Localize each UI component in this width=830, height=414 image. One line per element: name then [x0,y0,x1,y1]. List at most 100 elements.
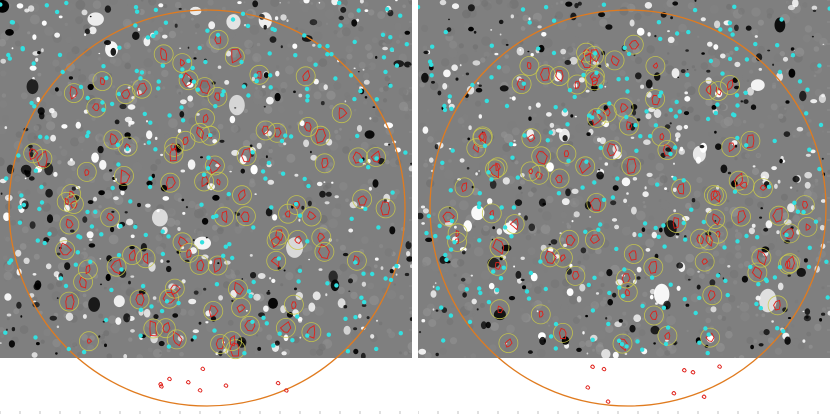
feature-marker-circle [708,81,729,101]
positive-flux-patch [303,0,310,4]
feature-contour [574,80,581,90]
positive-flux-patch [802,339,806,343]
cyan-point [572,94,577,100]
positive-flux-patch [442,83,448,90]
positive-flux-patch [459,158,465,163]
positive-flux-patch [182,211,186,215]
negative-flux-patch [596,171,604,180]
feature-marker-circle [166,329,187,350]
positive-flux-patch [582,331,585,335]
cyan-point [93,209,98,215]
positive-flux-patch [298,93,303,98]
positive-flux-patch [595,292,600,295]
cyan-point [109,287,114,293]
feature-contour [455,229,460,238]
positive-flux-patch [776,230,780,235]
feature-contour [726,79,734,91]
negative-flux-patch [123,313,131,323]
feature-marker-circle [267,122,287,143]
positive-flux-patch [361,281,367,287]
cyan-point [435,286,440,291]
positive-flux-patch [271,278,276,283]
negative-flux-patch [88,243,96,248]
feature-contour [69,190,75,199]
positive-flux-patch [499,33,502,36]
positive-flux-patch [811,5,818,11]
feature-marker-circle [531,146,552,167]
feature-marker-circle [705,209,726,230]
positive-flux-patch [612,144,619,154]
positive-flux-patch [298,218,301,222]
negative-flux-patch [366,316,370,320]
feature-marker-circle [352,189,373,210]
cyan-point [73,262,79,267]
cyan-point [148,120,153,125]
cyan-point [682,297,687,302]
cyan-point [701,219,706,225]
positive-flux-patch [279,2,282,4]
negative-flux-patch [423,50,429,55]
feature-contour [99,77,106,85]
feature-contour [182,136,189,146]
negative-flux-patch [178,7,182,10]
cyan-point [383,276,388,281]
feature-marker-circle [286,195,307,216]
cyan-point [268,73,273,78]
cyan-point [199,240,205,245]
cyan-point [743,90,748,96]
cyan-point [661,223,666,228]
negative-flux-patch [574,2,579,9]
feature-contour [234,281,245,295]
cyan-point [296,279,301,284]
cyan-point [58,276,64,281]
positive-flux-patch [64,204,70,213]
positive-flux-patch [422,208,429,214]
cyan-point [777,265,783,270]
cyan-point [276,256,281,261]
positive-flux-patch [751,223,756,228]
positive-flux-patch [179,47,182,49]
cyan-point [772,275,778,280]
negative-flux-patch [709,279,716,287]
cyan-point [128,199,133,204]
positive-flux-patch [642,191,649,198]
feature-marker-circle [204,155,225,176]
cyan-point [100,100,105,105]
cyan-point [0,2,3,7]
cyan-point [501,265,506,270]
feature-contour [353,255,360,265]
positive-flux-patch [470,274,473,277]
positive-flux-patch [512,143,517,147]
positive-flux-patch [748,227,755,235]
feature-marker-circle [375,198,396,219]
positive-flux-patch [645,113,652,120]
cyan-point [133,224,138,230]
positive-flux-patch [24,8,30,13]
negative-flux-patch [489,180,497,189]
positive-flux-patch [675,132,681,139]
feature-marker-circle [366,147,386,167]
positive-flux-patch [337,298,346,309]
negative-flux-patch [462,292,467,298]
feature-contour-outside [275,380,281,386]
cyan-point [353,260,358,265]
positive-flux-patch [700,17,706,22]
feature-marker-circle [779,223,800,244]
feature-contour [705,234,713,247]
cyan-point [54,9,60,15]
negative-flux-patch [527,350,533,354]
cyan-point [515,175,520,180]
positive-flux-patch [310,154,318,161]
positive-flux-patch [348,228,354,233]
negative-flux-patch [653,342,656,345]
positive-flux-patch [720,53,726,59]
cyan-point [779,17,784,22]
cyan-point [75,250,81,255]
feature-marker-circle [155,318,176,339]
feature-contour [261,125,269,136]
feature-marker-circle [621,156,642,177]
cyan-point [556,191,562,196]
positive-flux-patch [275,70,280,77]
negative-flux-patch [696,284,701,290]
feature-contour [128,249,136,261]
